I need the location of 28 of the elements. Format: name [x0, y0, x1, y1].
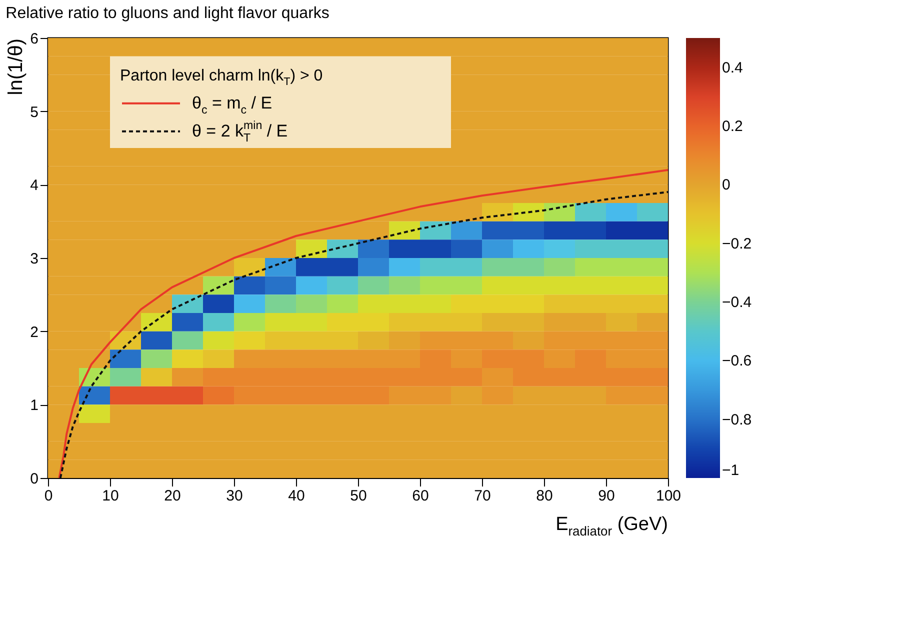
- x-tick-label: 50: [350, 488, 367, 504]
- x-tick-label: 90: [598, 488, 615, 504]
- y-tick-label: 6: [30, 30, 38, 48]
- x-tick-label: 70: [474, 488, 491, 504]
- x-tick-label: 100: [656, 488, 682, 504]
- x-tick-label: 20: [164, 488, 181, 504]
- y-axis-title: ln(1/θ): [5, 38, 28, 96]
- color-bar-label: 0: [722, 176, 730, 194]
- color-bar-label: −0.6: [722, 352, 752, 370]
- color-bar-label: −0.4: [722, 294, 752, 311]
- color-bar-label: 0.2: [722, 118, 743, 135]
- y-tick-label: 1: [30, 397, 38, 414]
- color-bar-label: −1: [722, 462, 740, 479]
- x-tick-label: 0: [44, 488, 53, 504]
- x-tick-label: 80: [536, 488, 553, 504]
- y-tick-label: 4: [30, 177, 38, 194]
- x-tick-label: 40: [288, 488, 305, 504]
- x-tick-label: 60: [412, 488, 429, 504]
- x-tick-label: 10: [102, 488, 119, 504]
- y-tick-label: 0: [30, 470, 38, 488]
- color-bar-label: 0.4: [722, 59, 743, 76]
- y-tick-label: 2: [30, 324, 38, 341]
- color-bar-label: −0.2: [722, 235, 752, 252]
- y-tick-label: 3: [30, 250, 38, 268]
- y-tick-label: 5: [30, 104, 38, 121]
- chart-title: Relative ratio to gluons and light flavor quarks: [6, 5, 330, 22]
- x-tick-label: 30: [226, 488, 243, 504]
- color-bar-label: −0.8: [722, 411, 752, 428]
